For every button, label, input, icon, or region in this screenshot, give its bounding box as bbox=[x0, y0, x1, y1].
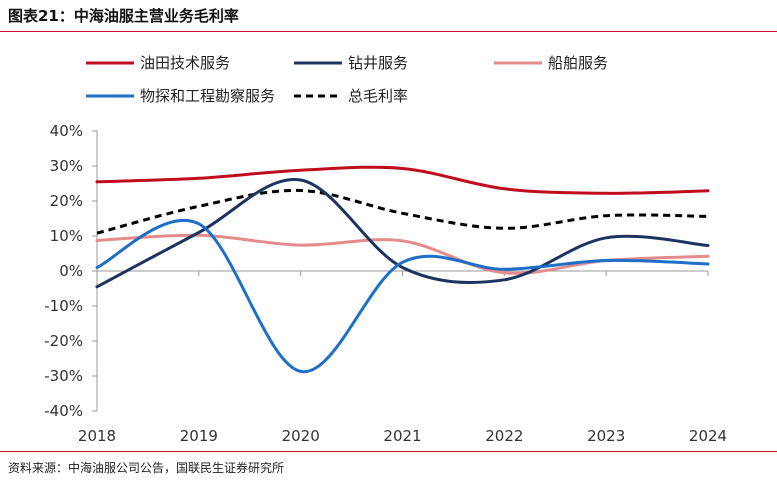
legend-label-0: 油田技术服务 bbox=[140, 54, 230, 72]
y-tick-label: 20% bbox=[50, 192, 83, 210]
legend-label-2: 船舶服务 bbox=[548, 54, 608, 72]
y-tick-label: 30% bbox=[50, 157, 83, 175]
x-tick-label: 2018 bbox=[78, 427, 116, 445]
footer-rule bbox=[0, 451, 777, 452]
y-tick-label: 40% bbox=[50, 122, 83, 140]
x-tick-label: 2021 bbox=[383, 427, 421, 445]
legend-label-1: 钻井服务 bbox=[348, 54, 408, 72]
legend-label-3: 物探和工程勘察服务 bbox=[140, 87, 275, 105]
y-tick-label: 10% bbox=[50, 227, 83, 245]
source-note: 资料来源：中海油服公司公告，国联民生证券研究所 bbox=[8, 461, 285, 475]
x-tick-label: 2022 bbox=[485, 427, 523, 445]
series-line-4 bbox=[96, 188, 709, 235]
series-line-0 bbox=[95, 165, 710, 195]
title-rule bbox=[0, 31, 777, 32]
y-axis: -40% -30% -20% -10% 0% 10% 20% 30% 40% bbox=[44, 122, 98, 420]
y-tick-label: -10% bbox=[44, 297, 83, 315]
y-tick-label: -20% bbox=[44, 332, 83, 350]
x-tick-label: 2020 bbox=[282, 427, 320, 445]
series-line-3 bbox=[95, 218, 710, 373]
plot-area bbox=[95, 165, 710, 373]
y-tick-label: 0% bbox=[59, 262, 83, 280]
x-tick-label: 2019 bbox=[180, 427, 218, 445]
x-tick-label: 2024 bbox=[689, 427, 727, 445]
x-tick-label: 2023 bbox=[587, 427, 625, 445]
figure-title: 图表21：中海油服主营业务毛利率 bbox=[8, 7, 239, 25]
y-tick-label: -40% bbox=[44, 402, 83, 420]
y-tick-label: -30% bbox=[44, 367, 83, 385]
legend-label-4: 总毛利率 bbox=[348, 87, 408, 105]
x-axis: 2018 2019 2020 2021 2022 2023 2024 bbox=[78, 270, 727, 445]
